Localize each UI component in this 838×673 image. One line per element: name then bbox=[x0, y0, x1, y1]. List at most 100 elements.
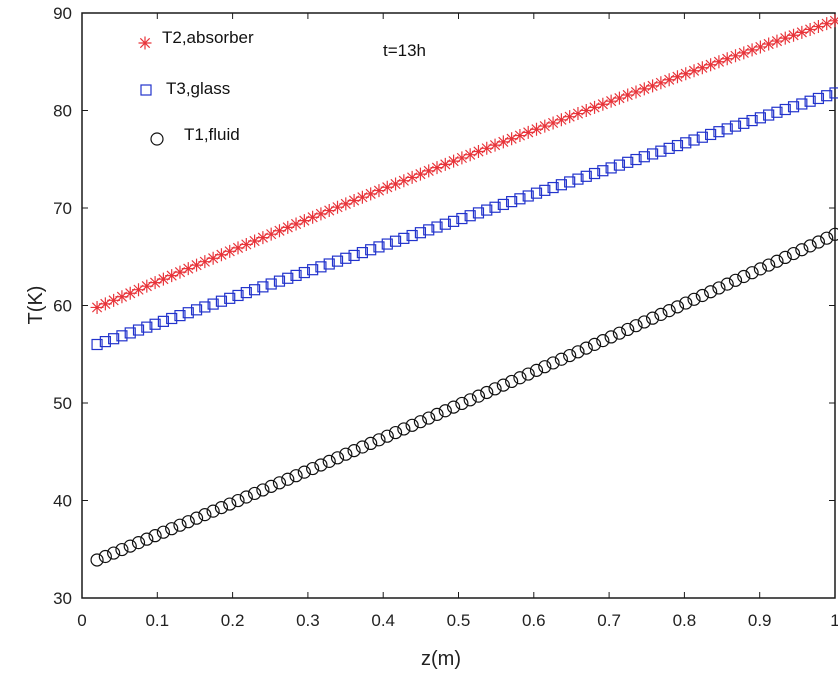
series-circle bbox=[90, 227, 838, 567]
data-point bbox=[828, 227, 838, 241]
data-point bbox=[91, 338, 103, 351]
data-point bbox=[355, 190, 369, 204]
data-point bbox=[148, 276, 162, 290]
data-point bbox=[256, 231, 270, 245]
data-point bbox=[721, 123, 733, 135]
data-point bbox=[654, 307, 668, 321]
data-point bbox=[282, 272, 294, 284]
data-point bbox=[206, 251, 220, 265]
data-point bbox=[820, 17, 834, 31]
data-point bbox=[348, 249, 360, 262]
data-point bbox=[297, 465, 311, 479]
data-point bbox=[422, 164, 436, 178]
data-point bbox=[405, 170, 419, 184]
data-point bbox=[695, 61, 709, 75]
data-point bbox=[364, 187, 378, 201]
data-point bbox=[737, 269, 751, 284]
data-point bbox=[438, 404, 452, 418]
data-point bbox=[654, 76, 668, 90]
data-point bbox=[372, 433, 386, 447]
data-point bbox=[770, 254, 784, 268]
data-point bbox=[621, 322, 635, 337]
data-point bbox=[778, 31, 792, 45]
data-point bbox=[389, 177, 403, 191]
data-point bbox=[580, 170, 592, 182]
data-point bbox=[521, 125, 535, 139]
data-point bbox=[638, 151, 650, 163]
y-tick-label: 90 bbox=[53, 4, 72, 23]
data-point bbox=[579, 103, 593, 117]
data-point bbox=[182, 307, 194, 319]
data-point bbox=[373, 241, 385, 253]
data-point bbox=[621, 88, 635, 102]
legend-label-fluid: T1,fluid bbox=[184, 125, 240, 144]
data-point bbox=[745, 266, 759, 280]
y-tick-label: 80 bbox=[53, 102, 72, 121]
data-point bbox=[522, 190, 534, 202]
data-point bbox=[198, 508, 212, 522]
data-point bbox=[713, 126, 725, 138]
data-point bbox=[156, 525, 170, 539]
data-point bbox=[514, 193, 526, 205]
data-point bbox=[423, 224, 435, 236]
data-point bbox=[480, 385, 494, 400]
data-point bbox=[471, 144, 485, 158]
data-point bbox=[720, 52, 734, 66]
data-point bbox=[778, 250, 792, 265]
series-asterisk bbox=[90, 14, 838, 314]
data-point bbox=[662, 73, 676, 87]
data-point bbox=[622, 156, 634, 168]
data-point bbox=[688, 134, 700, 146]
data-point bbox=[157, 315, 169, 327]
data-point bbox=[796, 98, 808, 110]
data-point bbox=[753, 262, 767, 276]
data-point bbox=[413, 415, 428, 429]
data-point bbox=[331, 255, 344, 267]
data-point bbox=[239, 490, 253, 504]
data-point bbox=[281, 220, 295, 234]
data-point bbox=[456, 212, 468, 225]
data-point bbox=[670, 70, 684, 84]
data-point bbox=[116, 330, 128, 342]
data-point bbox=[156, 272, 170, 286]
data-point bbox=[199, 301, 211, 313]
data-point bbox=[165, 269, 179, 283]
data-point bbox=[546, 116, 560, 130]
data-point bbox=[762, 258, 776, 272]
data-point bbox=[679, 296, 693, 310]
data-point bbox=[140, 532, 154, 546]
data-point bbox=[447, 154, 461, 168]
data-point bbox=[679, 67, 693, 81]
data-point bbox=[339, 197, 353, 211]
data-point bbox=[340, 252, 352, 264]
data-point bbox=[422, 411, 436, 425]
data-point bbox=[588, 100, 602, 114]
data-point bbox=[795, 25, 809, 39]
data-point bbox=[397, 422, 411, 436]
data-point bbox=[687, 292, 701, 306]
data-point bbox=[132, 283, 146, 297]
data-point bbox=[613, 159, 626, 171]
data-point bbox=[712, 281, 726, 295]
legend: T2,absorber T3,glass T1,fluid bbox=[138, 28, 254, 146]
legend-marker-asterisk bbox=[138, 36, 152, 50]
data-point bbox=[189, 511, 204, 525]
data-point bbox=[124, 327, 136, 339]
data-point bbox=[315, 261, 327, 273]
data-point bbox=[207, 298, 219, 310]
data-point bbox=[587, 337, 602, 351]
x-axis-title: z(m) bbox=[421, 648, 461, 670]
data-point bbox=[612, 326, 627, 340]
data-point bbox=[190, 304, 203, 316]
data-point bbox=[671, 139, 684, 152]
data-point bbox=[323, 258, 335, 270]
data-point bbox=[488, 382, 502, 396]
data-point bbox=[496, 135, 510, 149]
data-point bbox=[497, 198, 509, 211]
data-point bbox=[198, 255, 212, 269]
data-point bbox=[646, 148, 659, 160]
y-tick-label: 70 bbox=[53, 199, 72, 218]
data-point bbox=[604, 94, 618, 108]
data-point bbox=[123, 539, 137, 553]
data-point bbox=[272, 476, 287, 490]
